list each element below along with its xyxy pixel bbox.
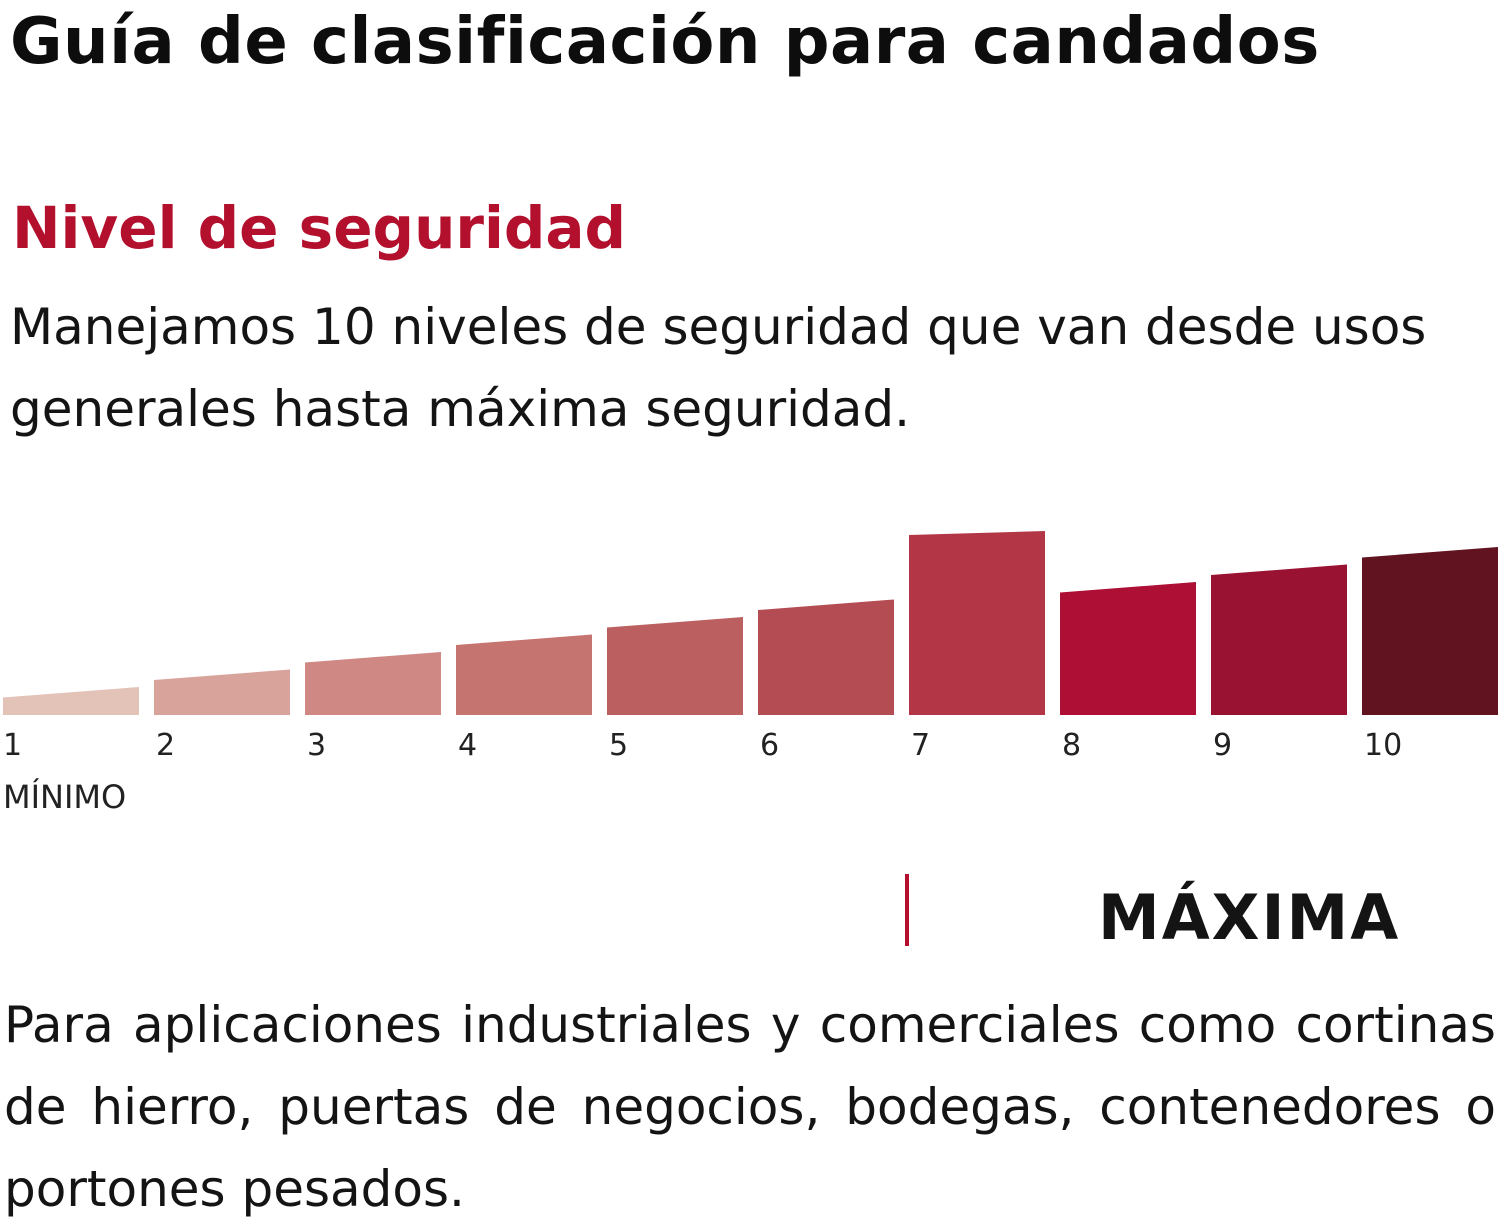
section-description: Manejamos 10 niveles de seguridad que va…	[10, 298, 1427, 438]
bar-level-7	[909, 531, 1045, 715]
tick-label-1: 1	[3, 728, 22, 763]
bar-level-2	[154, 669, 290, 715]
bar-level-6	[758, 599, 894, 715]
security-level-chart: 1 2 3 4 5 6 7 8 9 10 MÍNIMO	[3, 531, 1498, 816]
section-subtitle: Nivel de seguridad	[12, 194, 627, 262]
tick-label-3: 3	[307, 728, 326, 763]
tick-label-4: 4	[458, 728, 477, 763]
tick-label-10: 10	[1364, 728, 1402, 763]
tick-label-6: 6	[760, 728, 779, 763]
level-description: Para aplicaciones industriales y comerci…	[4, 996, 1496, 1218]
tick-label-9: 9	[1213, 728, 1232, 763]
minimum-label: MÍNIMO	[3, 778, 126, 816]
maximum-level-label: MÁXIMA	[1098, 881, 1401, 954]
tick-label-7: 7	[911, 728, 930, 763]
bar-level-9	[1211, 564, 1347, 715]
bar-level-8	[1060, 582, 1196, 715]
bar-level-10	[1362, 547, 1498, 715]
chart-tick-labels: 1 2 3 4 5 6 7 8 9 10	[3, 728, 1402, 763]
bar-level-3	[305, 652, 441, 715]
level-marker	[905, 874, 909, 946]
tick-label-5: 5	[609, 728, 628, 763]
bar-level-5	[607, 617, 743, 715]
bar-level-1	[3, 687, 139, 715]
tick-label-8: 8	[1062, 728, 1081, 763]
chart-bars	[3, 531, 1498, 715]
tick-label-2: 2	[156, 728, 175, 763]
page-title: Guía de clasificación para candados	[10, 5, 1320, 79]
bar-level-4	[456, 634, 592, 715]
